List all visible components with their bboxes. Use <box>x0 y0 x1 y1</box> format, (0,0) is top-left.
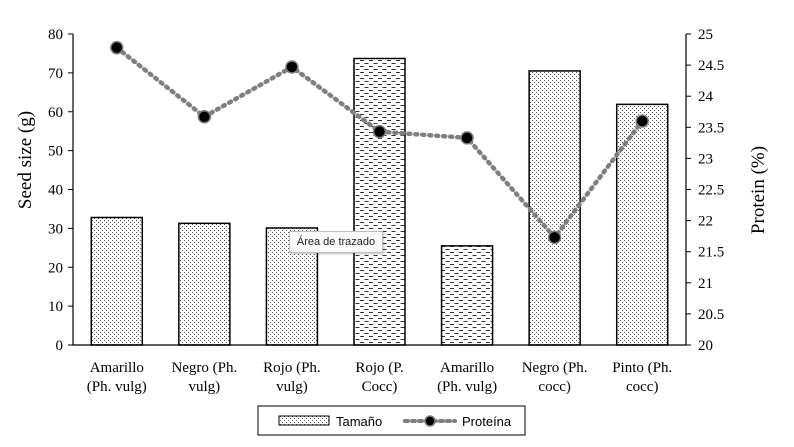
category-label: Pinto (Ph. cocc) <box>612 360 672 395</box>
right-axis-ticks: 20 20.5 21 21.5 22 22.5 23 23.5 24 24.5 25 <box>686 27 724 354</box>
category-label: Amarillo (Ph. vulg) <box>437 360 497 395</box>
legend-swatch-marker <box>424 415 436 427</box>
left-tick-label: 20 <box>48 260 63 276</box>
legend-label-line: Proteína <box>462 414 512 429</box>
right-tick-label: 23 <box>698 151 713 167</box>
category-label: Amarillo (Ph. vulg) <box>87 360 147 395</box>
right-tick-label: 24 <box>698 89 714 105</box>
bar-1 <box>178 222 231 346</box>
category-label: Negro (Ph. cocc) <box>522 360 588 395</box>
left-tick-label: 60 <box>48 105 63 121</box>
right-tick-label: 20.5 <box>698 307 724 323</box>
left-tick-label: 10 <box>48 299 63 315</box>
line-series-proteina <box>110 40 649 245</box>
right-tick-label: 23.5 <box>698 120 724 136</box>
legend: Tamaño Proteína <box>257 405 526 436</box>
left-axis-ticks: 0 10 20 30 40 50 60 70 80 <box>48 27 73 354</box>
y-axis-title-right: Protein (%) <box>748 146 769 234</box>
line-point <box>460 131 474 145</box>
line-point <box>547 230 562 245</box>
bar-4 <box>440 245 494 346</box>
category-label: Negro (Ph. vulg) <box>171 360 237 395</box>
line-point <box>285 60 299 74</box>
left-tick-label: 0 <box>56 338 64 354</box>
left-tick-label: 50 <box>48 144 63 160</box>
right-tick-label: 20 <box>698 338 713 354</box>
bar-3 <box>353 57 406 346</box>
line-point <box>110 40 124 55</box>
right-tick-label: 24.5 <box>698 58 724 74</box>
right-tick-label: 21.5 <box>698 245 724 261</box>
right-tick-label: 22 <box>698 214 713 230</box>
category-label: Rojo (P. Cocc) <box>355 360 403 395</box>
y-axis-title-left: Seed size (g) <box>15 111 36 209</box>
legend-swatch-bar <box>278 415 330 426</box>
right-tick-label: 25 <box>698 27 713 43</box>
bar-5 <box>528 70 581 346</box>
bar-0 <box>90 216 144 346</box>
line-point <box>197 109 212 124</box>
left-tick-label: 30 <box>48 221 63 237</box>
right-tick-label: 22.5 <box>698 183 724 199</box>
line-point <box>372 124 387 139</box>
category-label: Rojo (Ph. vulg) <box>263 360 321 395</box>
category-labels: Amarillo (Ph. vulg) Negro (Ph. vulg) Rojo (P… <box>87 360 672 395</box>
left-tick-label: 70 <box>48 66 63 82</box>
left-tick-label: 40 <box>48 183 63 199</box>
left-tick-label: 80 <box>48 27 63 43</box>
right-tick-label: 21 <box>698 276 713 292</box>
plot-area-tooltip: Área de trazado <box>289 231 383 253</box>
line-point <box>635 114 649 128</box>
legend-label-bar: Tamaño <box>336 414 382 429</box>
bar-6 <box>615 103 669 346</box>
